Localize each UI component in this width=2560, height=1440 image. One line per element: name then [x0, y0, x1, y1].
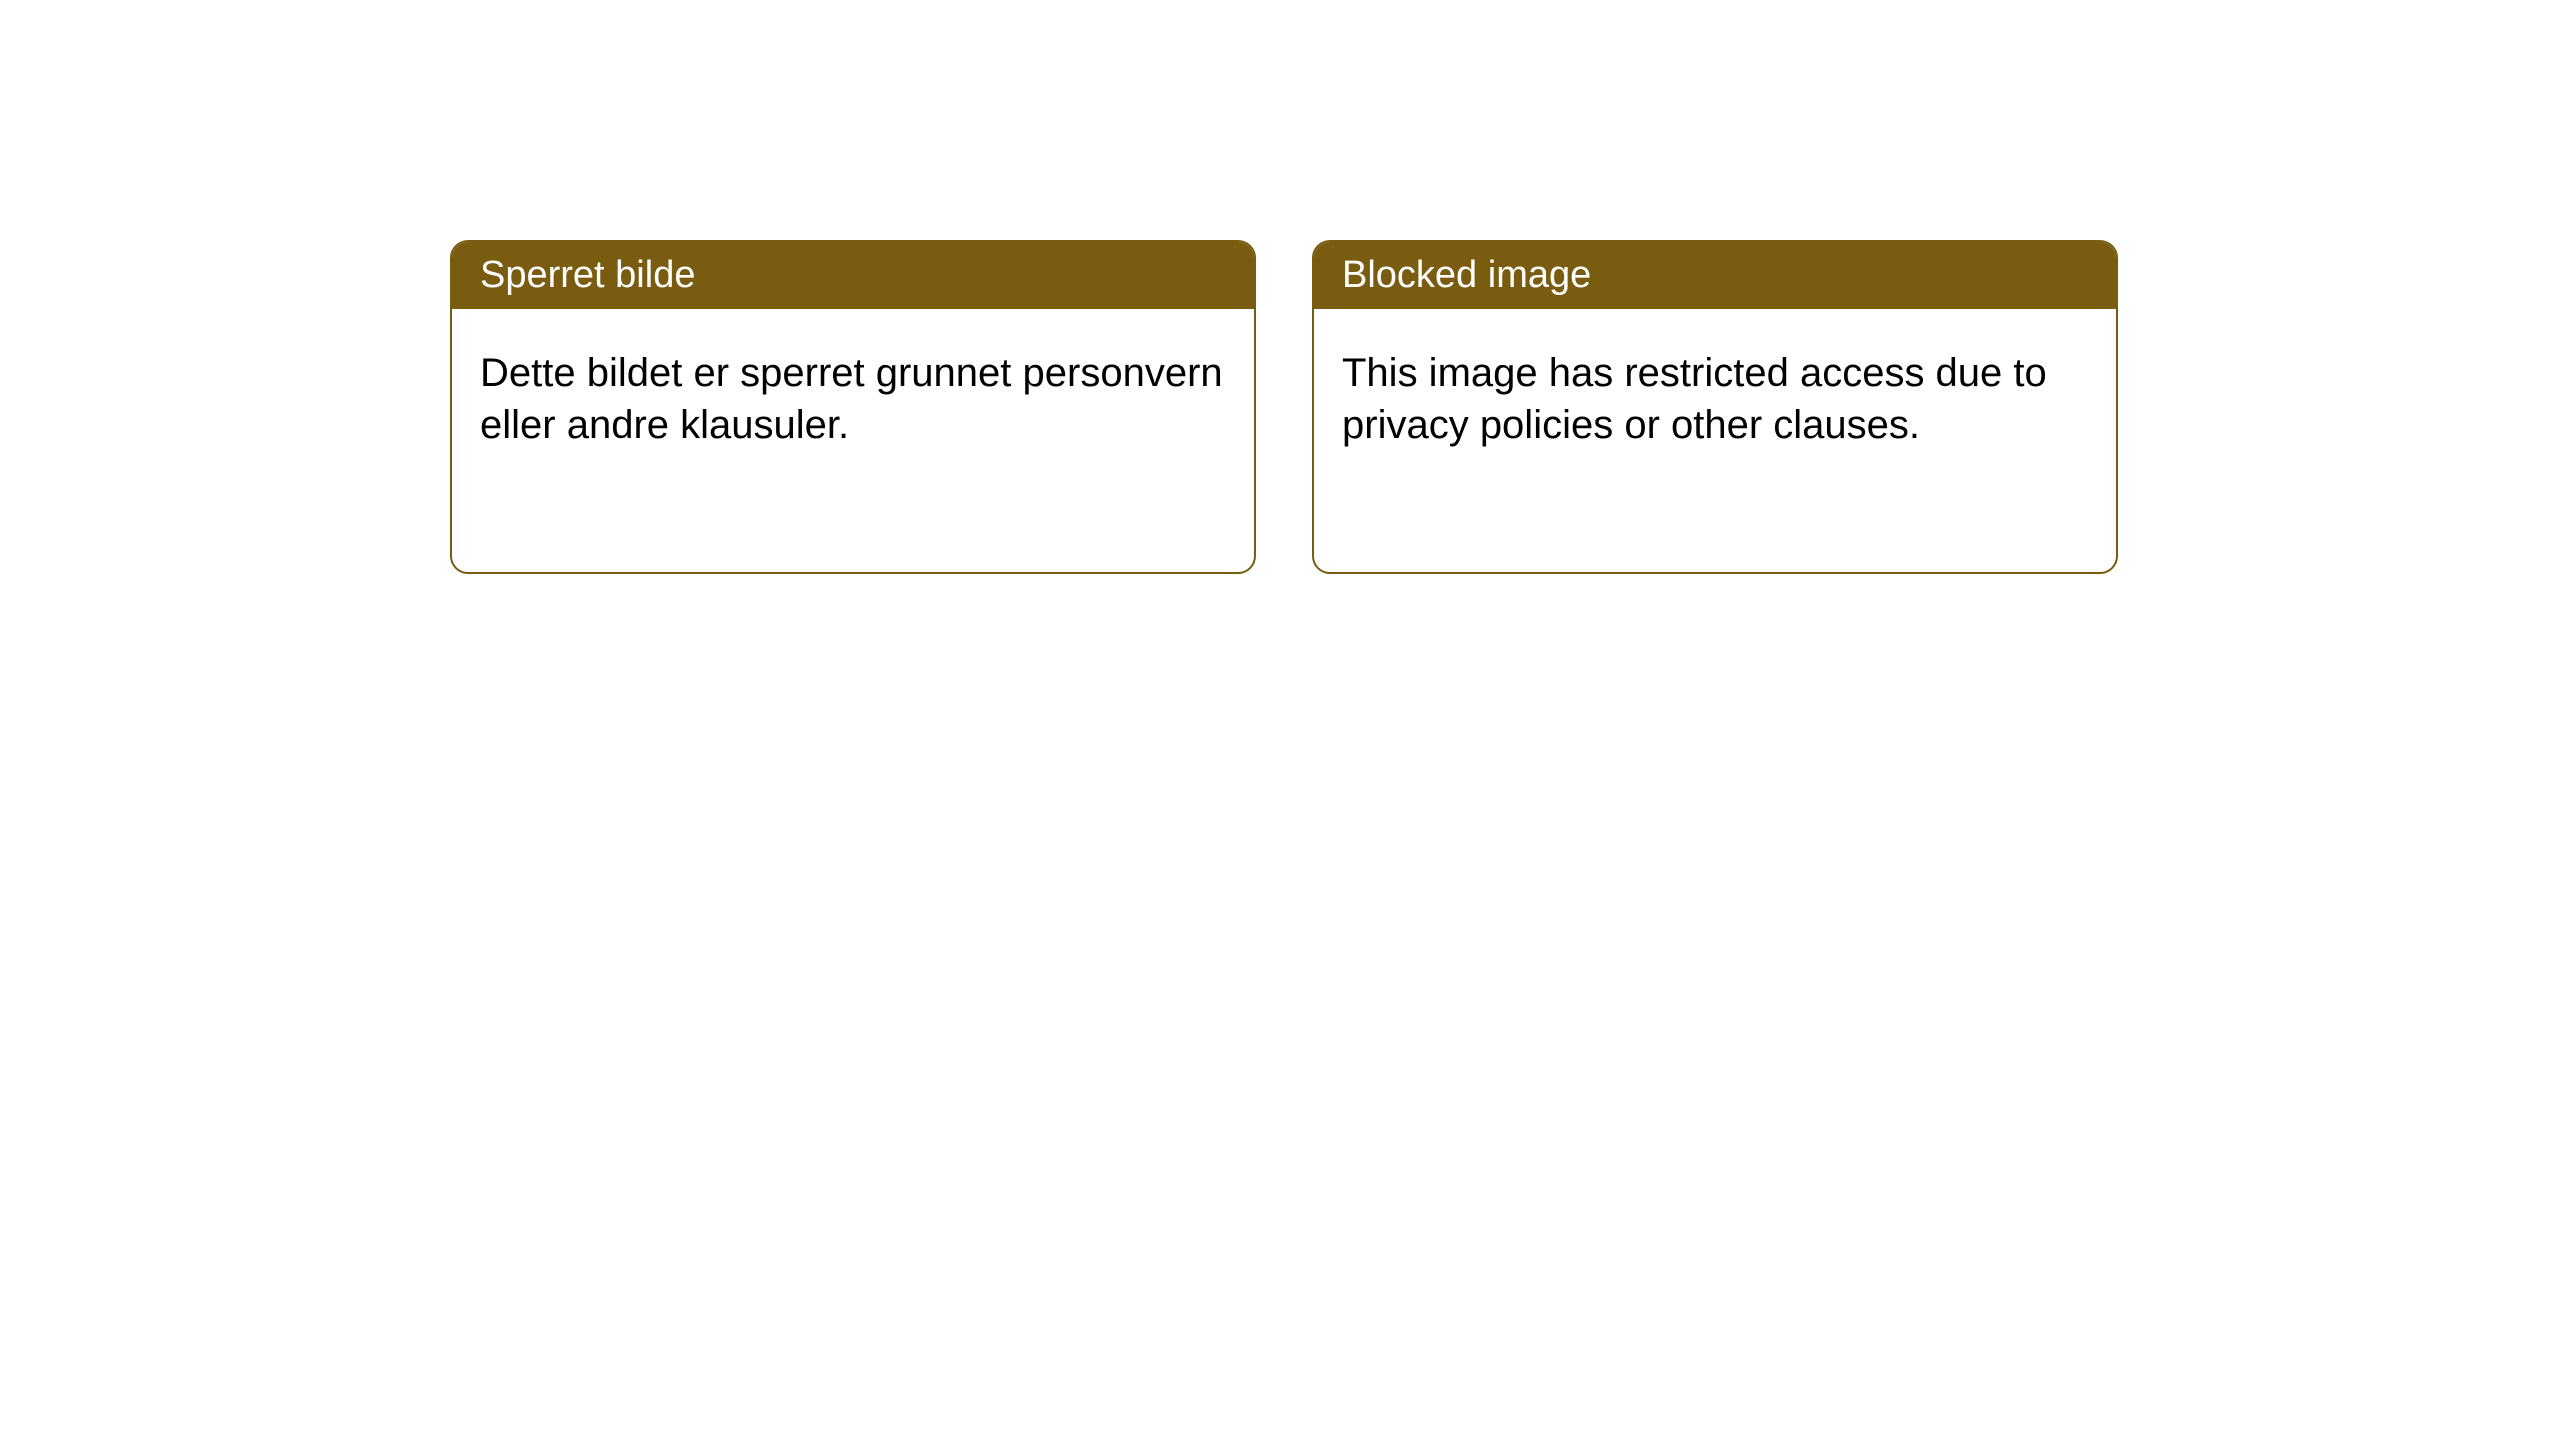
card-body-en: This image has restricted access due to …	[1314, 309, 2116, 489]
blocked-image-card-en: Blocked image This image has restricted …	[1312, 240, 2118, 574]
card-header-en: Blocked image	[1314, 242, 2116, 309]
card-body-no: Dette bildet er sperret grunnet personve…	[452, 309, 1254, 489]
card-title-en: Blocked image	[1342, 254, 1591, 296]
card-text-no: Dette bildet er sperret grunnet personve…	[480, 351, 1223, 447]
blocked-image-card-no: Sperret bilde Dette bildet er sperret gr…	[450, 240, 1256, 574]
card-header-no: Sperret bilde	[452, 242, 1254, 309]
cards-container: Sperret bilde Dette bildet er sperret gr…	[0, 0, 2560, 574]
card-text-en: This image has restricted access due to …	[1342, 351, 2047, 447]
card-title-no: Sperret bilde	[480, 254, 695, 296]
